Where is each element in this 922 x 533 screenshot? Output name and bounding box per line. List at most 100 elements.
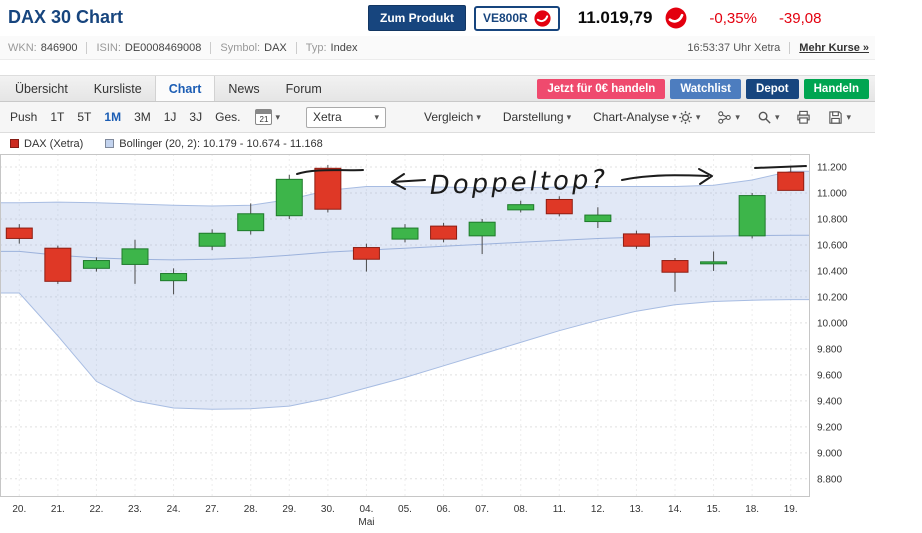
menu-label: Darstellung xyxy=(502,110,564,124)
tab-news[interactable]: News xyxy=(228,81,260,96)
tab-forum[interactable]: Forum xyxy=(285,81,322,96)
wkn: WKN: 846900 xyxy=(8,42,77,54)
depot-button[interactable]: Depot xyxy=(746,79,799,99)
quote-time: 16:53:37 Uhr Xetra xyxy=(687,41,781,54)
y-axis-label: 10.000 xyxy=(817,318,848,329)
x-axis-label: 24. xyxy=(167,504,181,515)
page-title: DAX 30 Chart xyxy=(8,7,124,27)
chart-canvas[interactable]: 11.200 11.000 10.800 10.600 10.400 10.200 10.0… xyxy=(0,154,875,528)
watchlist-button[interactable]: Watchlist xyxy=(670,79,742,99)
symbol-label: Symbol: xyxy=(220,41,261,54)
x-axis-label: 18. xyxy=(745,504,759,515)
candle-11 xyxy=(545,198,573,215)
handeln-button[interactable]: Handeln xyxy=(803,79,869,99)
range-1t[interactable]: 1T xyxy=(50,110,65,124)
gear-icon-button[interactable]: ▾ xyxy=(678,110,701,125)
brand-logo-icon xyxy=(665,7,687,29)
mehr-kurse-link[interactable]: Mehr Kurse » xyxy=(789,41,869,54)
chart-toolbar: Push 1T 5T 1M 3M 1J 3J Ges. 21 ▾ Xetra ▾ Vergle… xyxy=(0,102,875,133)
x-axis-label: 12. xyxy=(591,504,605,515)
range-push[interactable]: Push xyxy=(10,110,38,124)
candle-08 xyxy=(507,204,535,211)
product-code-button[interactable]: VE800R xyxy=(474,5,560,31)
legend-dax: DAX (Xetra) xyxy=(10,138,83,150)
tab-bar: Übersicht Kursliste Chart News Forum Jetzt f… xyxy=(0,75,875,102)
x-axis-label: 11. xyxy=(553,504,566,515)
save-icon-button[interactable]: ▾ xyxy=(828,110,851,125)
isin-value: DE0008469008 xyxy=(124,41,202,54)
y-axis-label: 10.200 xyxy=(817,292,848,303)
candle-29 xyxy=(275,178,303,217)
menu-label: Chart-Analyse xyxy=(593,110,670,124)
candle-12 xyxy=(584,214,612,223)
range-1m[interactable]: 1M xyxy=(104,110,122,124)
y-axis-label: 10.800 xyxy=(817,214,848,225)
y-axis-label: 8.800 xyxy=(817,474,842,485)
chart-legend: DAX (Xetra) Bollinger (20, 2): 10.179 - … xyxy=(0,133,875,154)
candle-20 xyxy=(5,227,33,239)
candle-27 xyxy=(198,232,226,247)
legend-bollinger-label: Bollinger (20, 2): 10.179 - 10.674 - 11.… xyxy=(119,137,323,150)
chevron-down-icon: ▾ xyxy=(374,111,379,122)
range-ges[interactable]: Ges. xyxy=(215,110,241,124)
x-axis-label: 22. xyxy=(89,504,103,515)
x-axis-label: 14. xyxy=(668,504,682,515)
chart-menu-list: Vergleich ▾ Darstellung ▾ Chart-Analyse ▾ xyxy=(402,110,677,124)
range-3m[interactable]: 3M xyxy=(134,110,151,124)
zum-produkt-button[interactable]: Zum Produkt xyxy=(368,5,466,31)
zoom-icon-button[interactable]: ▾ xyxy=(757,110,780,125)
save-icon xyxy=(828,110,843,125)
x-axis-label: 04. xyxy=(359,504,373,515)
instrument-meta-row: WKN: 846900 ISIN: DE0008469008 Symbol: D… xyxy=(0,36,875,60)
x-axis-month-label: Mai xyxy=(358,517,374,528)
isin-label: ISIN: xyxy=(96,41,121,54)
print-icon xyxy=(796,110,811,125)
typ-label: Typ: xyxy=(305,41,327,54)
x-axis-label: 23. xyxy=(128,504,142,515)
x-axis-label: 29. xyxy=(282,504,296,515)
menu-vergleich[interactable]: Vergleich ▾ xyxy=(424,110,481,124)
candle-05 xyxy=(391,227,419,240)
chevron-down-icon: ▾ xyxy=(695,111,701,122)
page: DAX 30 Chart Zum Produkt VE800R 11.019,7… xyxy=(0,5,875,533)
tab-chart[interactable]: Chart xyxy=(154,76,216,101)
x-axis-label: 27. xyxy=(205,504,219,515)
candle-04 xyxy=(352,247,380,260)
indicators-icon xyxy=(717,110,732,125)
y-axis-label: 9.400 xyxy=(817,396,842,407)
brand-logo-icon xyxy=(534,9,551,27)
calendar-day: 21 xyxy=(259,115,269,124)
menu-darstellung[interactable]: Darstellung ▾ xyxy=(503,110,571,124)
chevron-down-icon: ▾ xyxy=(774,111,780,122)
candle-18 xyxy=(738,195,766,237)
change-percent: -0,35% xyxy=(709,9,757,27)
chevron-down-icon: ▾ xyxy=(476,111,481,122)
chart-area: 11.200 11.000 10.800 10.600 10.400 10.200 10.0… xyxy=(0,154,875,533)
range-1j[interactable]: 1J xyxy=(163,110,177,124)
quote-time-area: 16:53:37 Uhr Xetra Mehr Kurse » xyxy=(687,36,869,59)
indicators-icon-button[interactable]: ▾ xyxy=(717,110,740,125)
candle-15 xyxy=(700,261,728,265)
tab-list: Übersicht Kursliste Chart News Forum xyxy=(2,76,335,101)
range-3j[interactable]: 3J xyxy=(189,110,203,124)
typ: Typ: Index xyxy=(295,41,357,54)
x-axis-label: 07. xyxy=(475,504,489,515)
x-axis-label: 28. xyxy=(244,504,258,515)
tab-uebersicht[interactable]: Übersicht xyxy=(15,81,68,96)
trade-free-button[interactable]: Jetzt für 0€ handeln xyxy=(537,79,666,99)
price: 11.019,79 xyxy=(577,8,653,27)
menu-chart-analyse[interactable]: Chart-Analyse ▾ xyxy=(593,110,677,124)
chevron-down-icon: ▾ xyxy=(566,111,572,122)
x-axis-label: 13. xyxy=(629,504,643,515)
y-axis-label: 9.600 xyxy=(817,370,842,381)
tab-kursliste[interactable]: Kursliste xyxy=(93,81,142,96)
calendar-button[interactable]: 21 ▾ xyxy=(255,109,280,125)
range-5t[interactable]: 5T xyxy=(77,110,92,124)
chart-icon-buttons: ▾ ▾ ▾ ▾ xyxy=(678,110,865,125)
print-icon-button[interactable] xyxy=(796,110,811,125)
candle-06 xyxy=(430,225,458,240)
zoom-icon xyxy=(757,110,772,125)
candle-21 xyxy=(44,247,72,282)
exchange-select[interactable]: Xetra ▾ xyxy=(305,106,386,128)
x-axis-label: 05. xyxy=(398,504,412,515)
